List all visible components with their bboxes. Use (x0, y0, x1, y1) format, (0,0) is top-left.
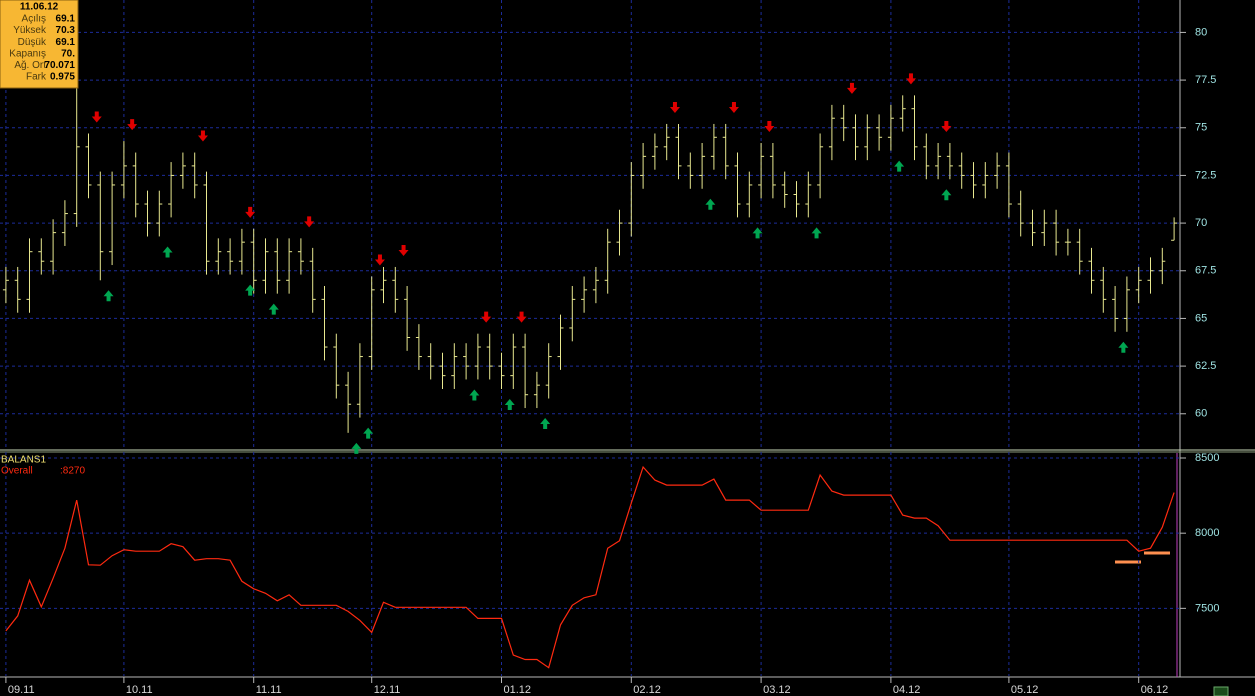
y-tick-label: 65 (1195, 312, 1207, 324)
sell-arrow (374, 254, 385, 266)
info-label: Düşük (18, 37, 47, 48)
buy-arrow (469, 389, 480, 401)
buy-arrow (245, 284, 256, 296)
y-tick-label: 8000 (1195, 527, 1219, 539)
sell-arrow (669, 101, 680, 113)
buy-arrow (894, 160, 905, 172)
buy-arrow (752, 227, 763, 239)
y-tick-label: 80 (1195, 26, 1207, 38)
sell-arrow (197, 130, 208, 142)
x-tick-label: 02.12 (633, 684, 661, 696)
y-tick-label: 7500 (1195, 602, 1219, 614)
x-tick-label: 09.11 (8, 684, 35, 696)
y-tick-label: 77.5 (1195, 74, 1216, 86)
buy-arrow (941, 189, 952, 201)
x-tick-label: 04.12 (893, 684, 921, 696)
x-tick-label: 05.12 (1011, 684, 1039, 696)
sell-arrow (846, 82, 857, 94)
sell-arrow (764, 121, 775, 133)
sell-arrow (245, 206, 256, 218)
info-value: 69.1 (56, 14, 76, 25)
sell-arrow (516, 311, 527, 323)
x-tick-label: 11.11 (256, 684, 282, 696)
buy-arrow (1118, 341, 1129, 353)
y-tick-label: 70 (1195, 217, 1207, 229)
buy-arrow (363, 427, 374, 439)
sell-arrow (481, 311, 492, 323)
legend-value: :8270 (60, 466, 85, 477)
y-tick-label: 8500 (1195, 452, 1219, 464)
buy-arrow (103, 290, 114, 302)
x-tick-label: 03.12 (763, 684, 791, 696)
y-tick-label: 72.5 (1195, 169, 1216, 181)
buy-arrow (705, 198, 716, 210)
sell-arrow (941, 121, 952, 133)
y-tick-label: 60 (1195, 408, 1207, 420)
info-date: 11.06.12 (20, 2, 59, 13)
info-value: 70. (61, 48, 75, 59)
plot: 60 62.5 65 67.5 70 72.5 75 77.5 80 7500 8000 8500 09… (0, 0, 1219, 696)
x-tick-label: 12.11 (374, 684, 401, 696)
sell-arrow (905, 73, 916, 85)
sell-arrow (304, 216, 315, 228)
info-value: 70.3 (56, 25, 76, 36)
x-tick-label: 06.12 (1141, 684, 1169, 696)
buy-arrow (162, 246, 173, 258)
buy-arrow (811, 227, 822, 239)
sell-arrow (728, 101, 739, 113)
sell-arrow (398, 244, 409, 256)
balance-line (5, 465, 1175, 669)
sell-arrow (91, 111, 102, 123)
buy-arrow (540, 418, 551, 430)
buy-arrow (351, 442, 362, 454)
info-value: 70.071 (44, 60, 75, 71)
info-box: 11.06.12 Açılış 69.1 Yüksek 70.3 Düşük 69.1 Ka… (0, 0, 79, 89)
info-value: 0.975 (50, 72, 75, 83)
sell-arrow (127, 119, 138, 131)
x-tick-label: 01.12 (504, 684, 532, 696)
x-tick-label: 10.11 (126, 684, 153, 696)
info-label: Yüksek (13, 25, 47, 36)
panel-title: BALANS1 (1, 455, 46, 466)
info-label: Fark (26, 72, 47, 83)
info-value: 69.1 (56, 37, 76, 48)
info-box-bg (0, 0, 79, 89)
y-tick-label: 75 (1195, 122, 1207, 134)
buy-arrow (268, 303, 279, 315)
info-label: Açılış (22, 14, 46, 25)
y-tick-label: 67.5 (1195, 265, 1216, 277)
info-label: Ağ. Ort (14, 60, 46, 71)
y-tick-label: 62.5 (1195, 360, 1216, 372)
corner-icon[interactable] (1213, 686, 1229, 696)
info-label: Kapanış (9, 48, 46, 59)
legend-name: Overall (1, 466, 33, 477)
buy-arrow (504, 398, 515, 410)
